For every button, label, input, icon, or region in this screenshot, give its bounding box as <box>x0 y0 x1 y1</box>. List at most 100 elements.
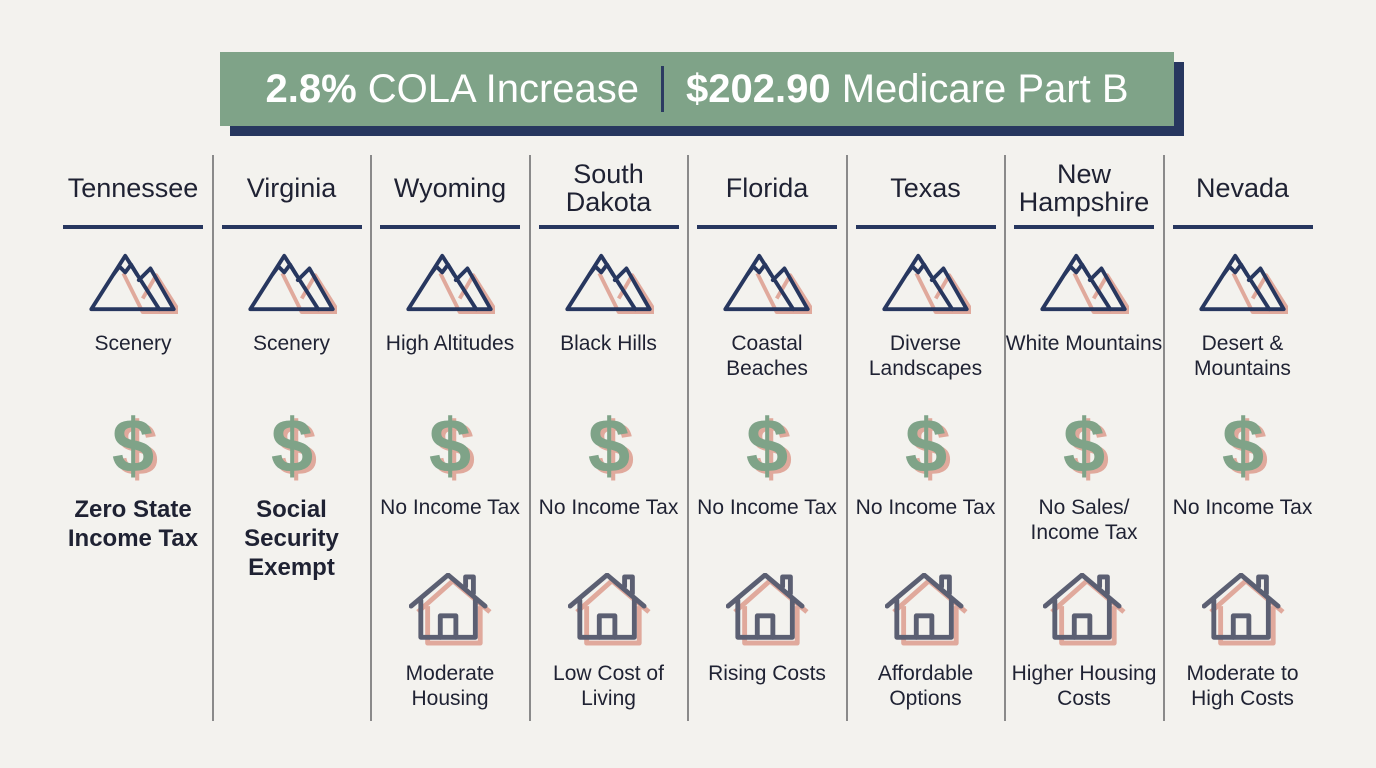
state-name: New Hampshire <box>1018 159 1150 217</box>
medicare-value: $202.90 <box>686 66 831 111</box>
housing-label: Moderate Housing <box>405 662 495 710</box>
state-column: Virginia Scenery $ $ Social Security Exempt <box>213 155 371 725</box>
mountain-icon <box>564 253 654 315</box>
column-divider <box>211 155 214 721</box>
house-icon <box>568 573 652 647</box>
column-divider <box>528 155 531 721</box>
housing-label: Rising Costs <box>708 662 826 685</box>
tax-label: Social Security Exempt <box>244 496 339 581</box>
tax-label: No Income Tax <box>380 496 520 519</box>
column-divider <box>845 155 848 721</box>
dollar-icon: $$ <box>904 407 950 487</box>
cola-figure: 2.8% COLA Increase <box>265 67 639 112</box>
svg-text:$: $ <box>746 407 788 487</box>
state-underline <box>855 225 996 229</box>
column-divider <box>1162 155 1165 721</box>
house-icon <box>1043 573 1127 647</box>
mountain-icon <box>723 253 812 315</box>
state-column: Nevada Desert & Mountains $ $ No Income Tax M… <box>1164 155 1322 725</box>
scenery-label: High Altitudes <box>385 332 515 355</box>
svg-text:$: $ <box>750 407 792 487</box>
mountain-icon <box>881 253 971 315</box>
dollar-icon: $$ <box>746 407 792 487</box>
mountain-icon <box>247 253 337 315</box>
svg-text:$: $ <box>904 407 946 487</box>
housing-label: Affordable Options <box>877 662 974 710</box>
banner-divider <box>661 66 665 112</box>
housing-label: Moderate to High Costs <box>1186 662 1299 710</box>
state-comparison-grid: Tennessee Scenery $ $ Zero State Income Tax V… <box>54 155 1322 725</box>
dollar-icon: $$ <box>112 407 158 487</box>
house-icon <box>409 573 493 647</box>
state-underline <box>1172 225 1313 229</box>
svg-text:$: $ <box>1063 407 1105 487</box>
tax-label: No Income Tax <box>855 496 996 519</box>
svg-text:$: $ <box>908 407 950 487</box>
state-column: Florida Coastal Beaches $ $ No Income Tax Ris… <box>688 155 846 725</box>
scenery-label: Diverse Landscapes <box>868 332 983 380</box>
svg-text:$: $ <box>112 407 154 487</box>
housing-label: Higher Housing Costs <box>1011 662 1157 710</box>
dollar-icon: $$ <box>1063 407 1109 487</box>
scenery-label: Black Hills <box>560 332 657 355</box>
state-underline <box>1014 225 1154 229</box>
svg-text:$: $ <box>591 407 633 487</box>
scenery-label: Scenery <box>252 332 331 355</box>
tax-label: No Income Tax <box>1172 496 1313 519</box>
state-underline <box>63 225 203 229</box>
mountain-icon <box>406 253 495 315</box>
svg-text:$: $ <box>429 407 471 487</box>
svg-text:$: $ <box>274 407 316 487</box>
header-banner: 2.8% COLA Increase $202.90 Medicare Part… <box>220 52 1184 136</box>
column-divider <box>1004 155 1006 721</box>
tax-label: No Sales/ Income Tax <box>1030 496 1138 544</box>
dollar-icon: $$ <box>1221 407 1267 487</box>
banner-bar: 2.8% COLA Increase $202.90 Medicare Part… <box>220 52 1174 126</box>
cola-text: COLA Increase <box>367 66 640 111</box>
house-icon <box>1202 573 1286 647</box>
svg-text:$: $ <box>1225 407 1267 487</box>
state-name: Florida <box>725 173 809 203</box>
scenery-label: Desert & Mountains <box>1194 332 1291 380</box>
svg-text:$: $ <box>1221 407 1263 487</box>
house-icon <box>885 573 969 647</box>
housing-label: Low Cost of Living <box>553 662 664 710</box>
state-underline <box>380 225 520 229</box>
state-name: Wyoming <box>393 173 507 203</box>
cola-value: 2.8% <box>265 66 357 111</box>
dollar-icon: $$ <box>270 407 316 487</box>
tax-label: No Income Tax <box>538 496 679 519</box>
state-column: Tennessee Scenery $ $ Zero State Income Tax <box>54 155 212 725</box>
house-icon <box>726 573 810 647</box>
tax-label: No Income Tax <box>697 496 837 519</box>
svg-text:$: $ <box>270 407 312 487</box>
state-column: Texas Diverse Landscapes $ $ No Income Tax Af… <box>847 155 1005 725</box>
column-divider <box>370 155 372 721</box>
svg-text:$: $ <box>433 407 475 487</box>
state-name: Tennessee <box>67 173 199 203</box>
state-name: Nevada <box>1195 173 1290 203</box>
medicare-figure: $202.90 Medicare Part B <box>686 67 1129 112</box>
state-underline <box>221 225 362 229</box>
state-column: South Dakota Black Hills $ $ No Income Tax Lo… <box>530 155 688 725</box>
mountain-icon <box>1198 253 1288 315</box>
state-underline <box>697 225 837 229</box>
dollar-icon: $$ <box>587 407 633 487</box>
state-name: Texas <box>890 173 961 203</box>
state-underline <box>538 225 679 229</box>
mountain-icon <box>89 253 178 315</box>
svg-text:$: $ <box>1067 407 1109 487</box>
scenery-label: Coastal Beaches <box>726 332 808 380</box>
state-name: Virginia <box>246 173 337 203</box>
svg-text:$: $ <box>587 407 629 487</box>
medicare-text: Medicare Part B <box>841 66 1129 111</box>
tax-label: Zero State Income Tax <box>67 496 199 552</box>
dollar-icon: $$ <box>429 407 475 487</box>
column-divider <box>687 155 689 721</box>
scenery-label: Scenery <box>94 332 172 355</box>
svg-text:$: $ <box>116 407 158 487</box>
state-column: Wyoming High Altitudes $ $ No Income Tax Mode… <box>371 155 529 725</box>
mountain-icon <box>1040 253 1129 315</box>
state-column: New Hampshire White Mountains $ $ No Sales/ … <box>1005 155 1163 725</box>
state-name: South Dakota <box>565 159 652 217</box>
